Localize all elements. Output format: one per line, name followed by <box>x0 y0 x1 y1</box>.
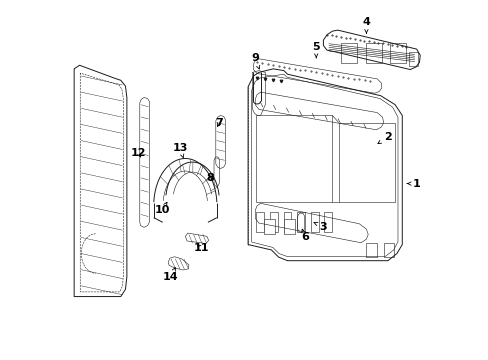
Text: 7: 7 <box>215 118 223 128</box>
Bar <box>365 43 381 63</box>
Text: 11: 11 <box>193 243 209 253</box>
Text: 13: 13 <box>172 143 187 158</box>
Text: 14: 14 <box>163 267 179 282</box>
Bar <box>297 212 305 232</box>
Bar <box>283 212 291 232</box>
Bar <box>408 52 417 66</box>
Text: 4: 4 <box>362 17 369 33</box>
Bar <box>264 220 274 234</box>
Text: 8: 8 <box>206 173 214 183</box>
Bar <box>341 43 357 63</box>
Bar <box>310 212 318 232</box>
Text: 5: 5 <box>312 42 319 58</box>
Bar <box>383 243 394 257</box>
Bar <box>324 212 332 232</box>
Text: 9: 9 <box>251 53 259 69</box>
Bar <box>284 220 294 234</box>
Bar <box>256 212 264 232</box>
Bar <box>366 243 376 257</box>
Text: 10: 10 <box>154 202 169 216</box>
Text: 3: 3 <box>313 222 326 231</box>
Bar <box>389 43 406 63</box>
Text: 1: 1 <box>407 179 420 189</box>
Text: 6: 6 <box>301 229 309 242</box>
Bar <box>269 212 277 232</box>
Text: 2: 2 <box>377 132 391 144</box>
Text: 12: 12 <box>131 148 146 158</box>
